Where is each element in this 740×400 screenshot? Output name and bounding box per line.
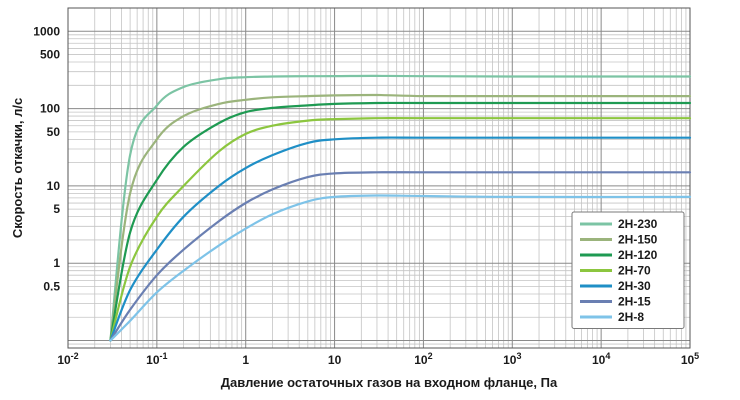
y-tick-label: 1 (53, 256, 60, 270)
y-tick-label: 100 (40, 102, 60, 116)
x-tick-labels: 10-2 10-1 1 10 102 103 104 105 (57, 351, 699, 367)
x-tick-label: 104 (592, 351, 610, 367)
plot-area-frame (67, 7, 691, 349)
x-tick-label: 103 (503, 351, 521, 367)
y-tick-label: 10 (47, 179, 61, 193)
legend-entry-2h-230: 2H-230 (618, 217, 658, 231)
x-axis-label: Давление остаточных газов на входном фла… (221, 375, 558, 390)
legend-entry-2h-150: 2H-150 (618, 233, 658, 247)
series-line-2h-230 (109, 74, 692, 342)
series-line-2h-70 (109, 117, 692, 342)
series-line-2h-8 (109, 194, 692, 342)
legend-box (571, 211, 685, 329)
legend-entry-2h-120: 2H-120 (618, 248, 658, 262)
x-tick-label: 10 (328, 353, 342, 367)
x-tick-label: 102 (414, 351, 432, 367)
legend-entry-2h-15: 2H-15 (618, 295, 651, 309)
x-tick-label: 10-1 (146, 351, 167, 367)
y-tick-label: 50 (47, 125, 61, 139)
x-tick-label: 1 (242, 353, 249, 367)
y-tick-labels: 0.5 1 5 10 50 100 500 1000 (33, 24, 60, 293)
x-tick-label: 10-2 (57, 351, 78, 367)
grid-minor (68, 7, 690, 349)
series-line-2h-30 (109, 136, 692, 342)
series-line-2h-120 (109, 101, 692, 342)
x-tick-label: 105 (681, 351, 699, 367)
legend-entry-2h-8: 2H-8 (618, 310, 644, 324)
y-tick-label: 5 (53, 202, 60, 216)
y-tick-label: 1000 (33, 24, 60, 38)
series-lines (109, 74, 692, 342)
y-axis-label: Скорость откачки, л/с (10, 98, 25, 238)
series-line-2h-150 (109, 93, 692, 342)
legend-entry-2h-30: 2H-30 (618, 279, 651, 293)
y-tick-label: 500 (40, 48, 60, 62)
series-line-2h-15 (109, 171, 692, 342)
y-tick-label: 0.5 (43, 279, 60, 293)
legend-entry-2h-70: 2H-70 (618, 264, 651, 278)
